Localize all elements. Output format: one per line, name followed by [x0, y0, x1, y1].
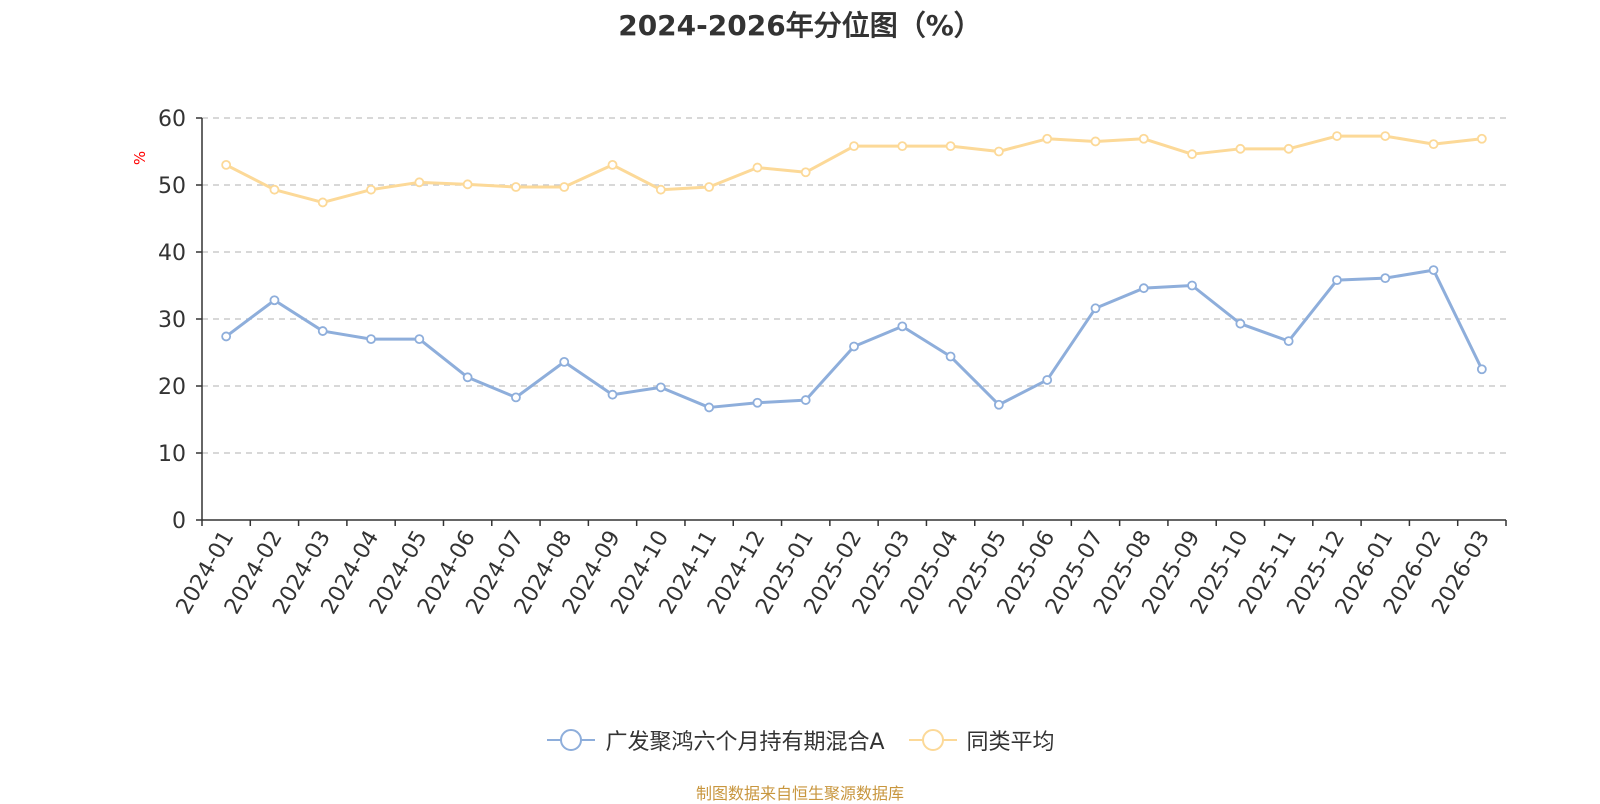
series-0-point — [366, 334, 376, 345]
series-lines — [225, 134, 1484, 409]
series-1-point — [607, 159, 618, 170]
series-0-point — [1042, 375, 1053, 385]
series-1-point — [269, 184, 280, 195]
series-0-point — [655, 382, 666, 393]
series-1-point — [462, 179, 473, 190]
series-1-point — [993, 146, 1004, 157]
series-0-point — [1283, 336, 1294, 347]
series-0-point — [1332, 275, 1342, 286]
series-1-point — [655, 184, 666, 195]
series-1-point — [1283, 143, 1294, 154]
series-0-point — [1090, 303, 1101, 314]
series-1-point — [1332, 131, 1342, 141]
series-0-point — [800, 395, 811, 405]
legend: 广发聚鸿六个月持有期混合A 同类平均 — [0, 724, 1600, 756]
y-axis-label: % — [131, 151, 149, 165]
series-0-point — [849, 341, 859, 352]
series-1-point — [1138, 133, 1149, 144]
data-source-note: 制图数据来自恒生聚源数据库 — [695, 784, 904, 803]
series-1-point — [414, 177, 425, 188]
legend-item-series-0[interactable]: 广发聚鸿六个月持有期混合A — [545, 724, 885, 756]
series-0-point — [1187, 280, 1197, 291]
tick-labels: 01020304050602024-012024-022024-032024-0… — [158, 107, 1495, 619]
legend-marker-icon — [547, 729, 596, 751]
series-1-point — [1090, 136, 1101, 147]
series-0-point — [1476, 364, 1487, 375]
series-1-point — [1428, 139, 1439, 150]
series-1-point — [800, 167, 811, 178]
chart-title: 2024-2026年分位图（%） — [618, 9, 982, 42]
legend-marker-icon — [908, 729, 957, 751]
series-points — [221, 131, 1487, 413]
series-1-point — [1187, 149, 1197, 160]
line-chart: 01020304050602024-012024-022024-032024-0… — [131, 107, 1507, 619]
y-tick-label: 30 — [158, 308, 186, 333]
series-0-point — [945, 351, 956, 362]
series-0-point — [462, 372, 473, 383]
y-tick-label: 20 — [158, 375, 186, 400]
series-0-point — [559, 356, 570, 367]
series-1-point — [704, 182, 715, 192]
series-1-point — [1380, 131, 1391, 141]
series-1-point — [849, 141, 859, 152]
series-1-point — [897, 141, 908, 152]
series-0-point — [607, 389, 618, 400]
y-tick-label: 40 — [158, 241, 186, 266]
y-tick-label: 50 — [158, 174, 186, 199]
series-0-point — [704, 402, 715, 413]
series-1-point — [221, 159, 232, 170]
axes — [196, 117, 1507, 526]
series-0-point — [414, 334, 425, 345]
series-1-point — [945, 141, 956, 152]
series-0-point — [752, 397, 763, 408]
series-0-point — [511, 392, 521, 403]
series-1-point — [511, 182, 521, 192]
series-1-point — [366, 184, 376, 195]
series-0-point — [317, 326, 328, 336]
series-0-point — [1428, 265, 1439, 275]
legend-label: 同类平均 — [966, 730, 1055, 755]
series-0-point — [221, 331, 232, 342]
series-0-point — [993, 399, 1004, 410]
y-tick-label: 0 — [172, 509, 186, 534]
grid-lines — [202, 117, 1506, 454]
y-tick-label: 60 — [158, 107, 186, 132]
series-0-point — [1380, 273, 1391, 284]
series-1-point — [1476, 133, 1487, 144]
legend-item-series-1[interactable]: 同类平均 — [907, 724, 1055, 756]
series-1-point — [317, 197, 328, 208]
y-tick-label: 10 — [158, 442, 186, 467]
series-0-point — [269, 295, 280, 306]
series-1-point — [1042, 133, 1053, 144]
series-1-point — [559, 182, 570, 192]
series-0-point — [1235, 318, 1246, 329]
series-1-point — [752, 162, 763, 173]
legend-label: 广发聚鸿六个月持有期混合A — [605, 730, 885, 755]
series-0-point — [897, 321, 908, 332]
series-0-point — [1138, 283, 1149, 294]
series-1-point — [1235, 143, 1246, 154]
